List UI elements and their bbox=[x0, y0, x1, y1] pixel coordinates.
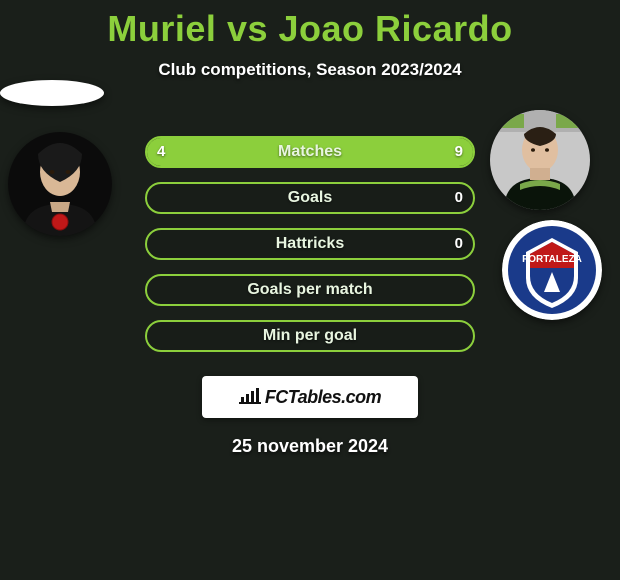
chart-icon bbox=[239, 386, 261, 409]
stat-row: Goals0 bbox=[145, 182, 475, 214]
player1-name: Muriel bbox=[107, 8, 216, 49]
brand-text: FCTables.com bbox=[265, 387, 381, 408]
stat-right-value: 0 bbox=[455, 184, 463, 212]
player2-name: Joao Ricardo bbox=[279, 8, 513, 49]
stat-right-value: 0 bbox=[455, 230, 463, 258]
stat-label: Matches bbox=[147, 138, 473, 166]
date-label: 25 november 2024 bbox=[0, 436, 620, 457]
stats-list: 4Matches9Goals0Hattricks0Goals per match… bbox=[145, 136, 475, 352]
stat-row: 4Matches9 bbox=[145, 136, 475, 168]
stat-right-value: 9 bbox=[455, 138, 463, 166]
stat-label: Goals bbox=[147, 184, 473, 212]
stat-label: Goals per match bbox=[147, 276, 473, 304]
stat-row: Min per goal bbox=[145, 320, 475, 352]
stat-row: Goals per match bbox=[145, 274, 475, 306]
stat-row: Hattricks0 bbox=[145, 228, 475, 260]
stat-label: Min per goal bbox=[147, 322, 473, 350]
subtitle: Club competitions, Season 2023/2024 bbox=[0, 60, 620, 80]
comparison-title: Muriel vs Joao Ricardo bbox=[0, 0, 620, 50]
stat-label: Hattricks bbox=[147, 230, 473, 258]
vs-label: vs bbox=[227, 8, 268, 49]
brand-watermark: FCTables.com bbox=[202, 376, 418, 418]
player1-club-badge bbox=[0, 80, 104, 106]
